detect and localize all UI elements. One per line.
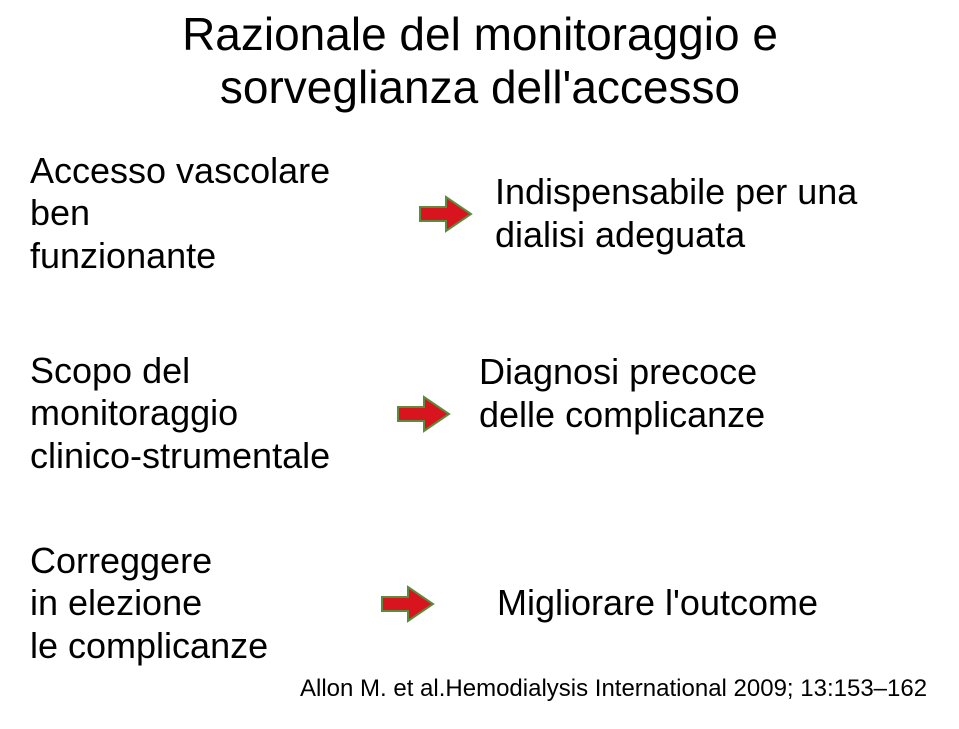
arrow-path bbox=[382, 587, 433, 621]
row-2: Scopo del monitoraggio clinico-strumenta… bbox=[30, 350, 930, 477]
row-3-left: Correggere in elezione le complicanze bbox=[30, 540, 320, 667]
row-2-left-line-3: clinico-strumentale bbox=[30, 435, 330, 476]
row-3: Correggere in elezione le complicanze Mi… bbox=[30, 540, 930, 667]
row-3-left-line-3: le complicanze bbox=[30, 625, 268, 666]
row-3-left-line-1: Correggere bbox=[30, 540, 212, 581]
arrow-icon bbox=[380, 583, 435, 625]
title-line-1: Razionale del monitoraggio e bbox=[182, 8, 778, 60]
arrow-path bbox=[398, 397, 449, 431]
row-1-right: Indispensabile per una dialisi adeguata bbox=[495, 171, 857, 256]
row-2-right-line-1: Diagnosi precoce bbox=[479, 351, 757, 392]
citation-text-b: 162 bbox=[887, 675, 927, 702]
arrow-icon bbox=[396, 393, 451, 435]
slide: Razionale del monitoraggio e sorveglianz… bbox=[0, 0, 959, 729]
row-2-left: Scopo del monitoraggio clinico-strumenta… bbox=[30, 350, 370, 477]
arrow-icon bbox=[418, 193, 473, 235]
citation-dash: – bbox=[874, 675, 887, 703]
slide-title: Razionale del monitoraggio e sorveglianz… bbox=[60, 8, 900, 114]
row-1: Accesso vascolare ben funzionante Indisp… bbox=[30, 150, 930, 277]
row-2-right: Diagnosi precoce delle complicanze bbox=[479, 351, 765, 436]
citation-text-a: Allon M. et al.Hemodialysis Internationa… bbox=[300, 675, 874, 702]
row-1-right-line-1: Indispensabile per una bbox=[495, 171, 857, 212]
row-3-left-line-2: in elezione bbox=[30, 582, 202, 623]
row-1-left: Accesso vascolare ben funzionante bbox=[30, 150, 400, 277]
arrow-path bbox=[420, 197, 471, 231]
row-2-left-line-1: Scopo del bbox=[30, 350, 190, 391]
row-1-right-line-2: dialisi adeguata bbox=[495, 214, 745, 255]
row-2-right-line-2: delle complicanze bbox=[479, 394, 765, 435]
citation: Allon M. et al.Hemodialysis Internationa… bbox=[300, 675, 927, 703]
row-1-left-line-1: Accesso vascolare ben bbox=[30, 150, 330, 233]
row-3-right-line-1: Migliorare l'outcome bbox=[497, 582, 818, 623]
row-1-left-line-2: funzionante bbox=[30, 235, 216, 276]
title-line-2: sorveglianza dell'accesso bbox=[220, 61, 740, 113]
row-3-right: Migliorare l'outcome bbox=[497, 582, 818, 624]
row-2-left-line-2: monitoraggio bbox=[30, 392, 238, 433]
